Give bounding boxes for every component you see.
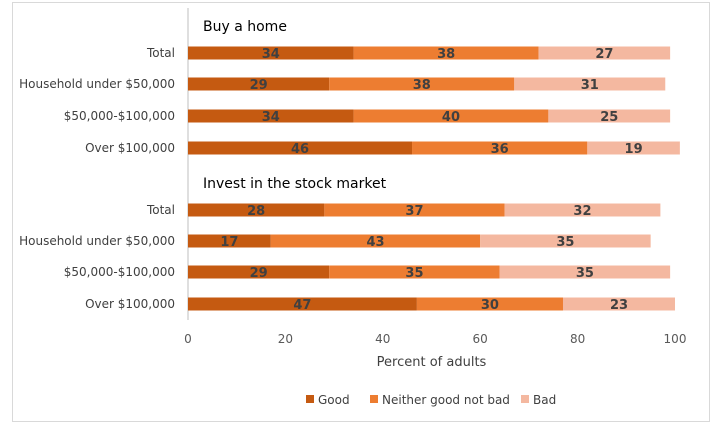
data-label: 37	[405, 204, 423, 219]
x-tick-label: 0	[184, 332, 192, 346]
category-label: Total	[146, 203, 175, 217]
group-title: Invest in the stock market	[203, 176, 387, 192]
bar-segment	[514, 77, 666, 91]
data-label: 34	[262, 110, 280, 125]
data-label: 43	[366, 235, 384, 250]
bar-segment	[562, 297, 675, 311]
bar-segment	[353, 109, 549, 123]
data-label: 47	[293, 298, 311, 313]
data-label: 36	[491, 142, 509, 157]
data-label: 29	[250, 78, 268, 93]
legend-swatch	[521, 395, 529, 403]
bar-segment	[188, 297, 417, 311]
data-label: 23	[610, 298, 628, 313]
category-label: $50,000-$100,000	[64, 109, 175, 123]
data-label: 28	[247, 204, 265, 219]
bar-segment	[416, 297, 563, 311]
category-label: Total	[146, 46, 175, 60]
bar-segment	[188, 77, 330, 91]
bar-segment	[324, 203, 505, 217]
category-label: Household under $50,000	[19, 234, 175, 248]
bar-segment	[412, 141, 588, 155]
bar-segment	[548, 109, 671, 123]
data-label: 32	[573, 204, 591, 219]
bar-segment	[504, 203, 661, 217]
bar-segment	[538, 46, 671, 60]
data-label: 30	[481, 298, 499, 313]
data-label: 38	[413, 78, 431, 93]
legend-swatch	[306, 395, 314, 403]
data-label: 38	[437, 47, 455, 62]
data-label: 34	[262, 47, 280, 62]
data-label: 46	[291, 142, 309, 157]
data-label: 19	[625, 142, 643, 157]
data-label: 17	[220, 235, 238, 250]
data-label: 27	[595, 47, 613, 62]
x-tick-label: 20	[278, 332, 293, 346]
bar-segment	[188, 109, 354, 123]
x-tick-label: 60	[473, 332, 488, 346]
x-tick-label: 40	[375, 332, 390, 346]
bar-segment	[188, 203, 325, 217]
bar-segment	[353, 46, 539, 60]
bar-segment	[188, 46, 354, 60]
bar-segment	[329, 265, 500, 279]
x-axis-title: Percent of adults	[377, 355, 487, 370]
bar-segment	[329, 77, 515, 91]
category-label: Household under $50,000	[19, 77, 175, 91]
data-label: 35	[405, 266, 423, 281]
data-label: 40	[442, 110, 460, 125]
bar-segment	[188, 265, 330, 279]
legend-swatch	[370, 395, 378, 403]
bar-segment	[188, 141, 413, 155]
x-tick-label: 80	[570, 332, 585, 346]
data-label: 31	[581, 78, 599, 93]
category-label: Over $100,000	[85, 141, 175, 155]
bar-segment	[480, 234, 651, 248]
x-tick-label: 100	[664, 332, 687, 346]
legend-label: Bad	[533, 393, 556, 407]
bar-segment	[587, 141, 680, 155]
data-label: 35	[556, 235, 574, 250]
legend-label: Neither good not bad	[382, 393, 510, 407]
category-label: Over $100,000	[85, 297, 175, 311]
data-label: 25	[600, 110, 618, 125]
bar-segment	[499, 265, 671, 279]
category-label: $50,000-$100,000	[64, 265, 175, 279]
group-title: Buy a home	[203, 19, 287, 35]
data-label: 35	[576, 266, 594, 281]
legend-label: Good	[318, 393, 350, 407]
data-label: 29	[250, 266, 268, 281]
bar-segment	[188, 234, 271, 248]
bar-segment	[270, 234, 481, 248]
